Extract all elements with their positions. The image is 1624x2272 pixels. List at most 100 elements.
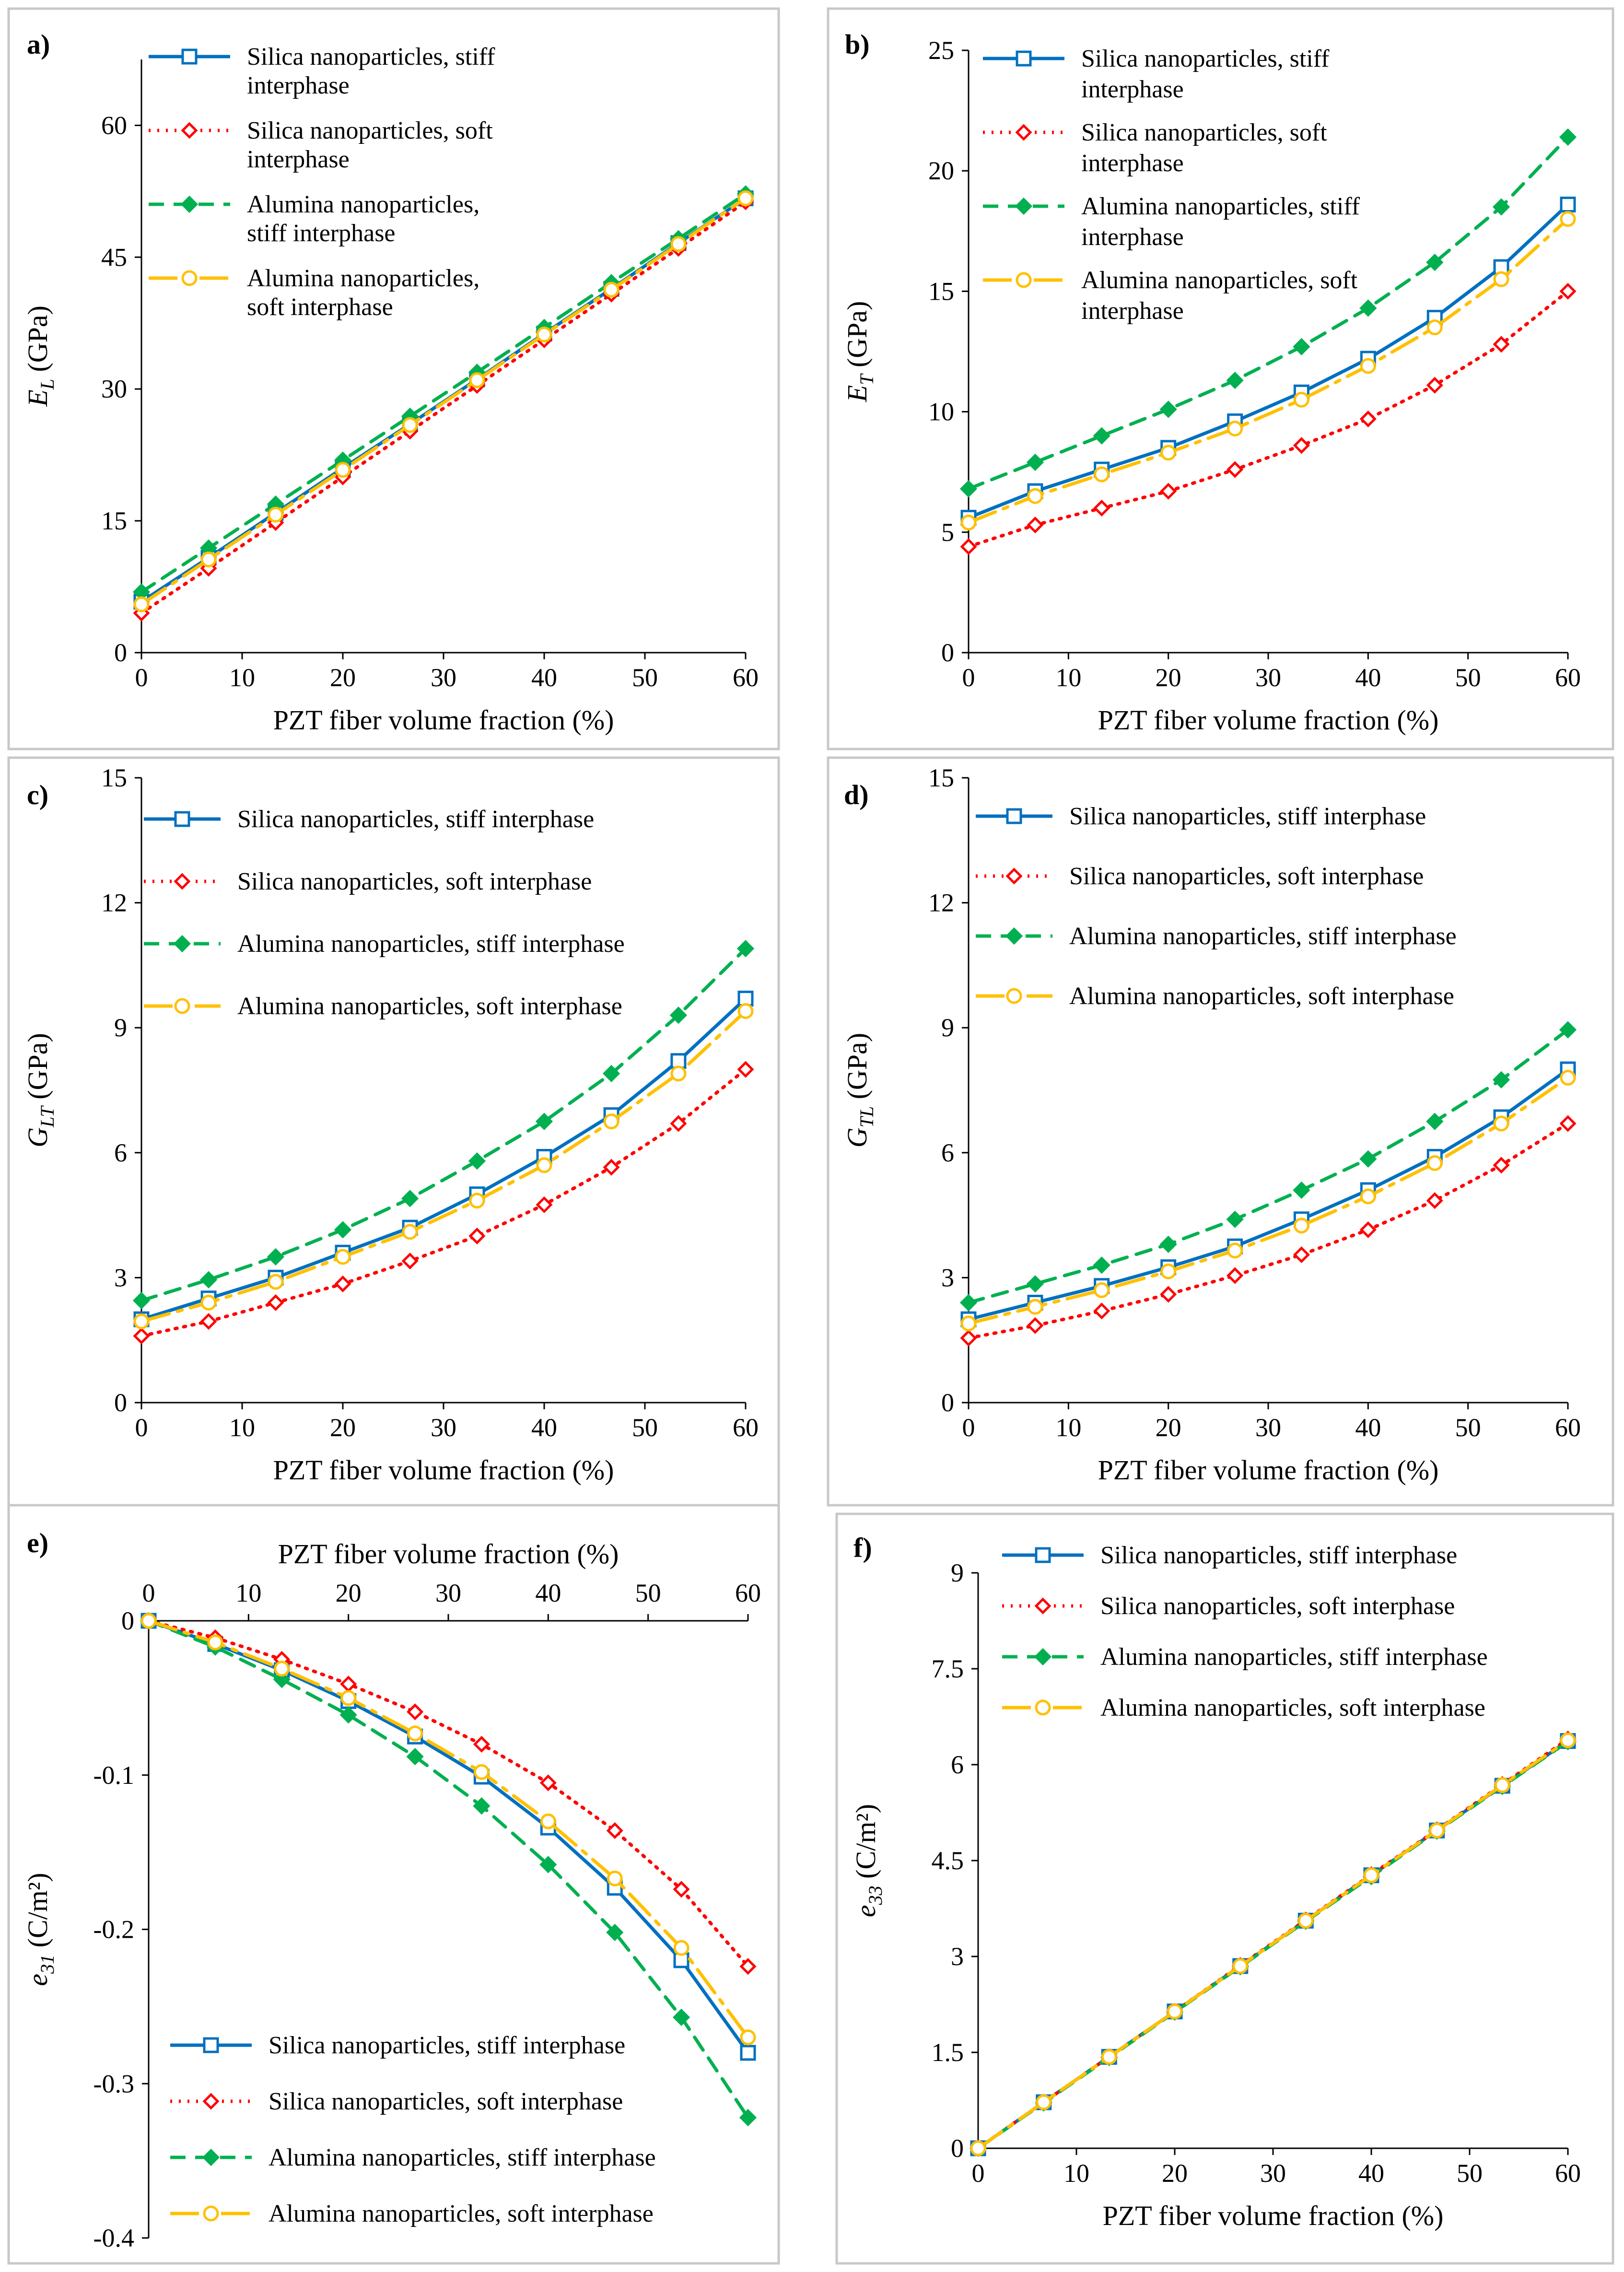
series-line — [976, 1738, 1570, 2150]
legend-label: Silica nanoparticles, stiff — [247, 43, 495, 70]
data-point — [1160, 1286, 1177, 1303]
y-tick-label: 6 — [941, 1138, 954, 1167]
data-point — [737, 190, 754, 207]
y-tick-label: 7.5 — [932, 1654, 964, 1683]
x-tick-label: 40 — [531, 1413, 557, 1442]
data-point — [1493, 1157, 1510, 1174]
data-point — [1293, 391, 1309, 408]
data-point — [267, 1248, 285, 1266]
data-point — [1559, 128, 1577, 146]
x-axis-title: PZT fiber volume fraction (%) — [1098, 704, 1439, 736]
legend-label: Silica nanoparticles, stiff interphase — [1100, 1542, 1457, 1569]
legend-marker — [1015, 197, 1033, 215]
series-line — [967, 1067, 1570, 1321]
data-point — [1293, 1181, 1310, 1199]
data-point — [1027, 488, 1043, 504]
x-tick-label: 30 — [431, 663, 456, 692]
y-axis-title-unit: (GPa) — [22, 1033, 53, 1106]
series-line — [967, 1076, 1570, 1325]
y-tick-label: 9 — [951, 1558, 964, 1587]
y-axis-title: EL (GPa) — [22, 305, 58, 407]
data-point — [1101, 2049, 1117, 2065]
series-line — [147, 1619, 750, 1968]
y-axis-title-sub: 33 — [865, 1886, 886, 1905]
data-point — [739, 2108, 757, 2127]
x-tick-label: 40 — [1358, 2159, 1384, 2188]
data-point — [670, 1066, 687, 1082]
x-tick-label: 60 — [1555, 2159, 1581, 2188]
legend-label: Alumina nanoparticles, soft interphase — [237, 993, 622, 1020]
data-point — [1493, 1115, 1509, 1132]
x-axis-title: PZT fiber volume fraction (%) — [1098, 1454, 1439, 1486]
legend-marker — [203, 2037, 219, 2053]
x-axis-title: PZT fiber volume fraction (%) — [278, 1538, 619, 1569]
data-point — [607, 1870, 623, 1886]
y-tick-label: 3 — [941, 1263, 954, 1292]
series-line — [147, 1619, 750, 2120]
legend-label: Silica nanoparticles, stiff — [1081, 45, 1330, 72]
y-axis-title-unit: (C/m²) — [22, 1873, 53, 1954]
data-point — [1293, 1246, 1310, 1264]
legend-marker — [174, 811, 190, 827]
data-point — [1093, 1256, 1110, 1274]
legend-label: Silica nanoparticles, soft interphase — [237, 868, 592, 895]
legend-marker — [173, 935, 191, 953]
y-tick-label: 15 — [928, 763, 954, 792]
legend-label: Silica nanoparticles, soft interphase — [1069, 863, 1424, 890]
x-tick-label: 10 — [229, 663, 255, 692]
data-point — [1026, 1275, 1044, 1293]
series-line — [967, 135, 1570, 491]
y-tick-label: 6 — [114, 1138, 127, 1167]
y-tick-label: 1.5 — [932, 2038, 964, 2067]
x-tick-label: 30 — [431, 1413, 456, 1442]
y-axis-title-unit: (GPa) — [22, 305, 53, 379]
series-line — [147, 1619, 750, 2039]
y-axis-title-sub: LT — [36, 1105, 58, 1127]
series-line — [967, 1028, 1570, 1304]
data-point — [1560, 1069, 1576, 1086]
data-point — [1027, 1317, 1044, 1334]
legend-marker — [174, 873, 191, 890]
data-point — [1359, 299, 1377, 317]
panel-c: c) 0 10 20 30 40 50 60 0 3 6 9 12 15 PZT fiber volume … — [7, 756, 780, 1507]
x-tick-label: 50 — [632, 1413, 658, 1442]
legend-label: Alumina nanoparticles, soft — [1081, 267, 1358, 294]
data-point — [1493, 336, 1510, 353]
data-point — [1160, 482, 1177, 500]
y-axis-title-main: E — [22, 389, 53, 407]
x-tick-label: 20 — [330, 1413, 356, 1442]
data-point — [1226, 372, 1244, 389]
y-axis-title-sub: T — [856, 373, 877, 385]
legend-marker — [202, 2148, 220, 2167]
legend-label: interphase — [1081, 223, 1184, 251]
panel-frame — [835, 1512, 1614, 2265]
legend-label: Alumina nanoparticles, stiff interphase — [237, 930, 625, 958]
legend-label: interphase — [1081, 76, 1184, 103]
legend-label: Silica nanoparticles, stiff interphase — [237, 806, 594, 833]
data-point — [335, 1249, 351, 1265]
legend-marker — [1016, 50, 1032, 67]
y-tick-label: 10 — [928, 398, 954, 426]
data-point — [207, 1634, 223, 1651]
series-line — [140, 996, 748, 1321]
data-point — [959, 1294, 978, 1312]
x-tick-label: 40 — [535, 1579, 561, 1607]
data-point — [1559, 1115, 1577, 1132]
data-point — [1093, 500, 1110, 517]
data-point — [539, 1856, 557, 1874]
data-point — [199, 1271, 218, 1288]
y-tick-label: 25 — [928, 36, 954, 65]
data-point — [1093, 427, 1110, 445]
legend-marker — [1006, 988, 1022, 1004]
x-tick-label: 10 — [229, 1413, 255, 1442]
data-point — [1227, 1267, 1244, 1284]
x-tick-label: 30 — [1260, 2159, 1286, 2188]
data-point — [536, 1157, 552, 1173]
data-point — [1293, 338, 1310, 356]
data-point — [335, 462, 351, 478]
data-point — [133, 596, 150, 612]
legend-label: Alumina nanoparticles, — [247, 191, 479, 218]
data-point — [536, 1196, 553, 1213]
x-tick-label: 20 — [1156, 663, 1181, 692]
legend-marker — [1035, 1547, 1051, 1563]
